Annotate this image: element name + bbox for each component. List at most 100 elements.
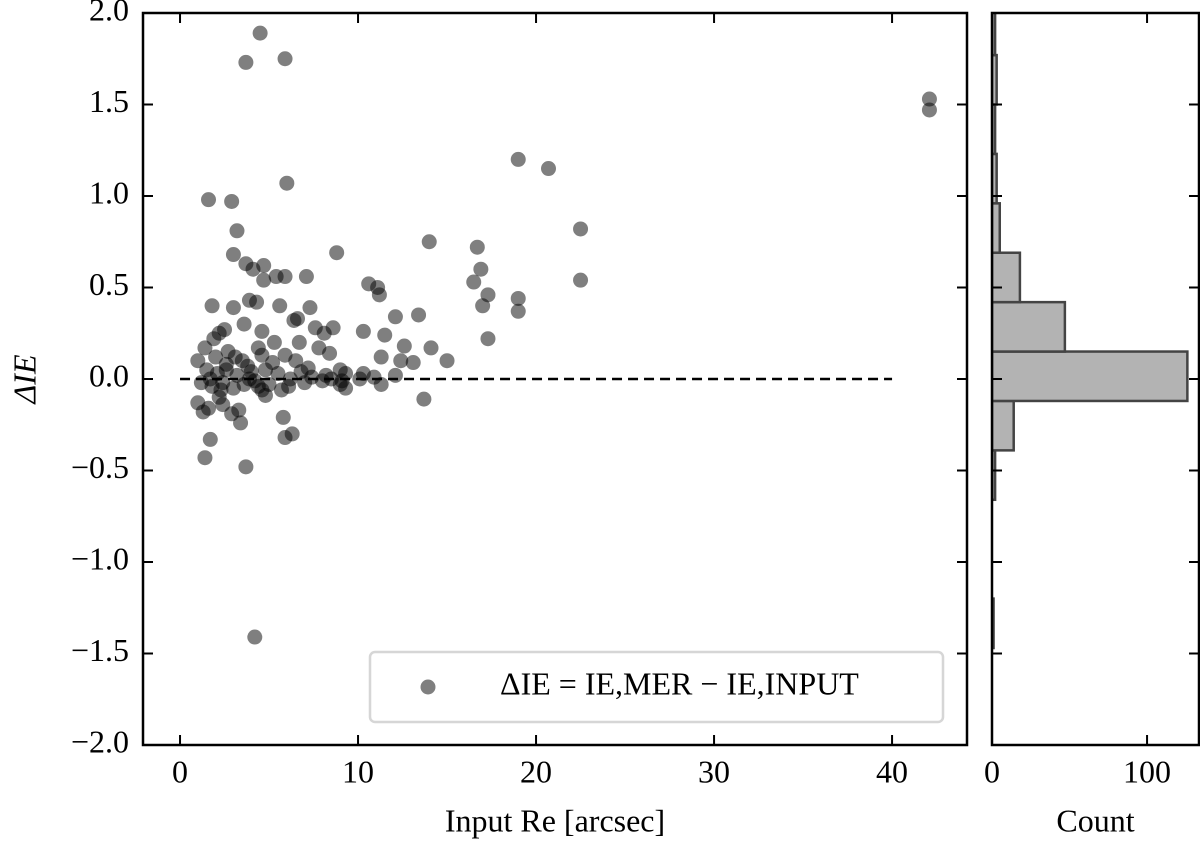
point: [225, 247, 241, 263]
point: [480, 331, 496, 347]
point: [352, 371, 368, 387]
point: [275, 409, 291, 425]
point: [423, 340, 439, 356]
axes-frame: [990, 11, 1200, 747]
legend-marker: [420, 679, 436, 695]
point: [411, 307, 427, 323]
y-tick-label: 0.0: [89, 357, 129, 393]
point: [204, 298, 220, 314]
point: [206, 331, 222, 347]
point: [298, 269, 314, 285]
point: [277, 347, 293, 363]
point: [238, 459, 254, 475]
point: [377, 327, 393, 343]
point: [416, 391, 432, 407]
x-axis-label: Count: [1056, 802, 1134, 838]
point: [541, 161, 557, 177]
point: [355, 323, 371, 339]
y-tick-label: −0.5: [71, 449, 129, 485]
point: [387, 309, 403, 325]
point: [245, 261, 261, 277]
point: [277, 51, 293, 67]
point: [366, 369, 382, 385]
point: [256, 272, 272, 288]
point: [266, 334, 282, 350]
point: [421, 234, 437, 250]
plot-area: [180, 25, 937, 645]
point: [307, 320, 323, 336]
point: [297, 375, 313, 391]
point: [371, 287, 387, 303]
axes-frame: [141, 11, 969, 747]
hist-bar: [992, 350, 1189, 403]
y-tick-label: 0.5: [89, 266, 129, 302]
point: [272, 298, 288, 314]
point: [252, 25, 268, 41]
point: [387, 367, 403, 383]
point: [469, 239, 485, 255]
point: [510, 290, 526, 306]
point: [329, 245, 345, 261]
plot-area: [992, 13, 1189, 650]
y-tick-label: −1.5: [71, 632, 129, 668]
hist-bar: [992, 399, 1015, 452]
x-tick-label: 0: [172, 753, 188, 789]
y-tick-label: 2.0: [89, 0, 129, 27]
point: [393, 353, 409, 369]
point: [439, 353, 455, 369]
point: [286, 312, 302, 328]
point: [265, 355, 281, 371]
point: [273, 382, 289, 398]
hist-bar: [992, 13, 997, 57]
point: [201, 192, 217, 208]
legend-box: [368, 650, 945, 724]
point: [197, 450, 213, 466]
point: [573, 272, 589, 288]
x-tick-label: 20: [520, 753, 552, 789]
hist-bar: [992, 300, 1067, 353]
point: [224, 193, 240, 209]
point: [466, 274, 482, 290]
point: [233, 415, 249, 431]
y-tick-label: −2.0: [71, 723, 129, 759]
point: [405, 355, 421, 371]
x-tick-label: 10: [342, 753, 374, 789]
x-tick-label: 100: [1123, 753, 1171, 789]
point: [300, 360, 316, 376]
point: [284, 426, 300, 442]
point: [373, 349, 389, 365]
point: [208, 349, 224, 365]
point: [241, 371, 257, 387]
point: [302, 300, 318, 316]
point: [225, 300, 241, 316]
point: [396, 338, 412, 354]
point: [254, 323, 270, 339]
point: [277, 269, 293, 285]
x-axis-label: Input Re [arcsec]: [445, 802, 665, 838]
point: [473, 261, 489, 277]
point: [322, 345, 338, 361]
y-tick-label: 1.0: [89, 174, 129, 210]
point: [332, 376, 348, 392]
x-tick-label: 40: [876, 753, 908, 789]
point: [238, 54, 254, 70]
point: [201, 400, 217, 416]
y-tick-label: 1.5: [89, 83, 129, 119]
point: [254, 347, 270, 363]
point: [921, 91, 937, 107]
y-axis-label: ΔIE: [6, 354, 42, 405]
point: [291, 334, 307, 350]
point: [282, 371, 298, 387]
point: [229, 223, 245, 239]
point: [510, 151, 526, 167]
point: [215, 397, 231, 413]
x-tick-label: 30: [698, 753, 730, 789]
point: [202, 431, 218, 447]
hist-bar: [992, 251, 1022, 304]
point: [231, 402, 247, 418]
point: [213, 382, 229, 398]
point: [236, 316, 252, 332]
point: [475, 298, 491, 314]
point: [921, 102, 937, 118]
